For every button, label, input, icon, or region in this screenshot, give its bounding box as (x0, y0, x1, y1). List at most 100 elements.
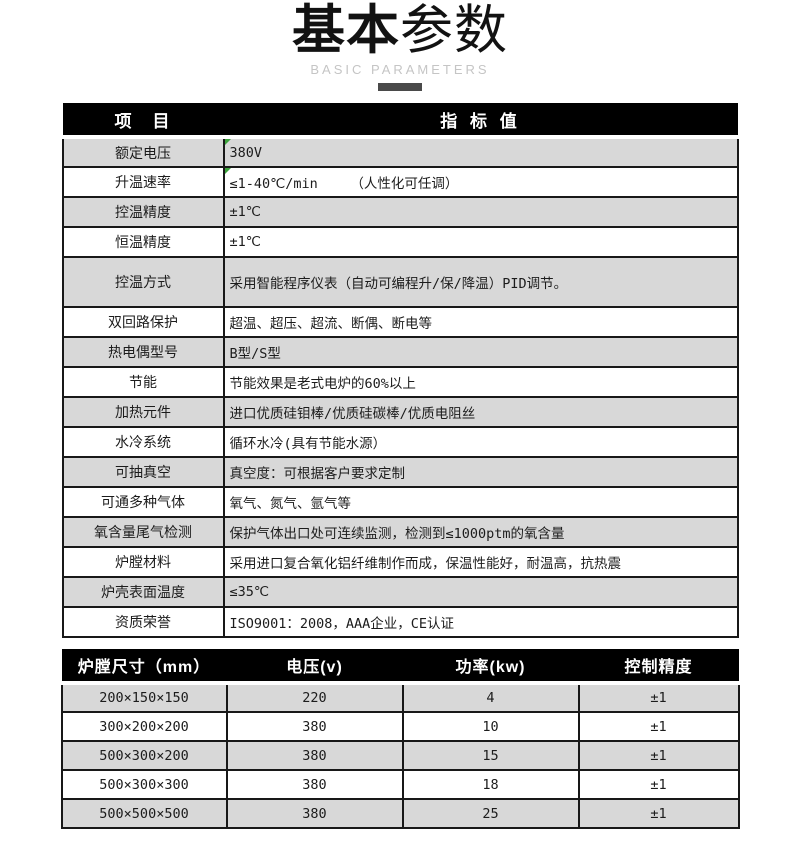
spec-value-cell: 采用智能程序仪表（自动可编程升/保/降温）PID调节。 (222, 256, 739, 308)
spec-label: 额定电压 (61, 136, 225, 168)
size-power: 18 (401, 769, 580, 800)
table-row: 500×300×300 380 18 ±1 (60, 769, 740, 800)
spec-table: 项 目 指 标 值 额定电压 380V 升温速率 ≤1-40℃/min （人性化… (61, 103, 739, 638)
size-dimensions: 500×500×500 (60, 798, 228, 829)
spec-label: 资质荣誉 (61, 606, 225, 638)
spec-col-value-header: 指 标 值 (223, 103, 738, 139)
spec-label: 可抽真空 (61, 456, 225, 488)
spec-label: 水冷系统 (61, 426, 225, 458)
spec-value-cell: ±1℃ (222, 196, 739, 228)
spec-value-cell: 380V (222, 136, 739, 168)
table-row: 可通多种气体 氧气、氮气、氩气等 (61, 486, 739, 518)
spec-value-cell: 氧气、氮气、氩气等 (222, 486, 739, 518)
spec-value: 节能效果是老式电炉的60%以上 (229, 376, 416, 392)
size-header-row: 炉膛尺寸（mm） 电压(v) 功率(kw) 控制精度 (61, 649, 739, 685)
table-row: 500×300×200 380 15 ±1 (60, 740, 740, 771)
spec-label: 可通多种气体 (61, 486, 225, 518)
spec-value: 保护气体出口处可连续监测，检测到≤1000ptm的氧含量 (229, 526, 565, 542)
size-voltage: 380 (225, 740, 404, 771)
table-row: 300×200×200 380 10 ±1 (60, 711, 740, 742)
size-col-voltage-header: 电压(v) (226, 649, 403, 685)
size-voltage: 380 (225, 769, 404, 800)
spec-value: 循环水冷(具有节能水源） (229, 436, 387, 452)
size-voltage: 220 (225, 682, 404, 713)
spec-value: ±1℃ (229, 234, 261, 250)
size-table: 炉膛尺寸（mm） 电压(v) 功率(kw) 控制精度 200×150×150 2… (60, 649, 740, 829)
size-precision: ±1 (577, 740, 740, 771)
spec-value-cell: 超温、超压、超流、断偶、断电等 (222, 306, 739, 338)
spec-value-cell: 进口优质硅钼棒/优质硅碳棒/优质电阻丝 (222, 396, 739, 428)
spec-value-cell: 循环水冷(具有节能水源） (222, 426, 739, 458)
page-subtitle: BASIC PARAMETERS (310, 62, 490, 77)
table-row: 200×150×150 220 4 ±1 (60, 682, 740, 713)
spec-value-cell: ISO9001：2008，AAA企业，CE认证 (222, 606, 739, 638)
table-row: 升温速率 ≤1-40℃/min （人性化可任调） (61, 166, 739, 198)
spec-value: 真空度：可根据客户要求定制 (229, 466, 406, 482)
size-precision: ±1 (577, 711, 740, 742)
page-header: 基本参数 BASIC PARAMETERS (0, 0, 800, 91)
spec-col-item-header: 项 目 (62, 103, 224, 139)
spec-table-header: 项 目 指 标 值 (62, 103, 738, 139)
table-row: 双回路保护 超温、超压、超流、断偶、断电等 (61, 306, 739, 338)
table-row: 炉膛材料 采用进口复合氧化铝纤维制作而成，保温性能好，耐温高，抗热震 (61, 546, 739, 578)
spec-value-cell: 节能效果是老式电炉的60%以上 (222, 366, 739, 398)
spec-label: 恒温精度 (61, 226, 225, 258)
size-power: 4 (401, 682, 580, 713)
table-row: 水冷系统 循环水冷(具有节能水源） (61, 426, 739, 458)
size-dimensions: 500×300×200 (60, 740, 228, 771)
spec-label: 节能 (61, 366, 225, 398)
spec-value: 采用智能程序仪表（自动可编程升/保/降温）PID调节。 (229, 276, 568, 292)
spec-label: 控温方式 (61, 256, 225, 308)
spec-label: 控温精度 (61, 196, 225, 228)
size-table-header: 炉膛尺寸（mm） 电压(v) 功率(kw) 控制精度 (61, 649, 739, 685)
spec-value: B型/S型 (229, 346, 281, 362)
table-row: 控温精度 ±1℃ (61, 196, 739, 228)
spec-value: ≤1-40℃/min （人性化可任调） (229, 176, 459, 192)
size-col-precision-header: 控制精度 (578, 649, 739, 685)
spec-label: 炉膛材料 (61, 546, 225, 578)
table-row: 恒温精度 ±1℃ (61, 226, 739, 258)
spec-value: ≤35℃ (229, 584, 270, 600)
size-precision: ±1 (577, 682, 740, 713)
spec-value-cell: ≤35℃ (222, 576, 739, 608)
table-row: 加热元件 进口优质硅钼棒/优质硅碳棒/优质电阻丝 (61, 396, 739, 428)
table-row: 额定电压 380V (61, 136, 739, 168)
spec-value: 380V (229, 144, 263, 161)
cell-comment-marker (224, 168, 231, 174)
table-row: 资质荣誉 ISO9001：2008，AAA企业，CE认证 (61, 606, 739, 638)
spec-table-body: 额定电压 380V 升温速率 ≤1-40℃/min （人性化可任调） 控温精度 … (61, 136, 739, 638)
table-row: 节能 节能效果是老式电炉的60%以上 (61, 366, 739, 398)
spec-value-cell: 真空度：可根据客户要求定制 (222, 456, 739, 488)
size-power: 25 (401, 798, 580, 829)
title-underline-bar (378, 83, 422, 91)
spec-value: 超温、超压、超流、断偶、断电等 (229, 316, 433, 332)
spec-header-row: 项 目 指 标 值 (62, 103, 738, 139)
table-row: 热电偶型号 B型/S型 (61, 336, 739, 368)
spec-label: 氧含量尾气检测 (61, 516, 225, 548)
spec-value-cell: 采用进口复合氧化铝纤维制作而成，保温性能好，耐温高，抗热震 (222, 546, 739, 578)
size-power: 10 (401, 711, 580, 742)
size-voltage: 380 (225, 711, 404, 742)
spec-value-cell: ≤1-40℃/min （人性化可任调） (222, 166, 739, 198)
page-title-bold-part: 基本 (292, 1, 400, 60)
size-col-power-header: 功率(kw) (402, 649, 579, 685)
spec-value-cell: B型/S型 (222, 336, 739, 368)
cell-comment-marker (224, 139, 231, 145)
page-title-light-part: 参数 (400, 1, 508, 60)
size-col-dimensions-header: 炉膛尺寸（mm） (61, 649, 227, 685)
spec-label: 升温速率 (61, 166, 225, 198)
table-row: 500×500×500 380 25 ±1 (60, 798, 740, 829)
size-voltage: 380 (225, 798, 404, 829)
table-row: 控温方式 采用智能程序仪表（自动可编程升/保/降温）PID调节。 (61, 256, 739, 308)
spec-value-cell: ±1℃ (222, 226, 739, 258)
size-dimensions: 500×300×300 (60, 769, 228, 800)
spec-value: ±1℃ (229, 204, 261, 220)
spec-value: 进口优质硅钼棒/优质硅碳棒/优质电阻丝 (229, 406, 476, 422)
spec-label: 双回路保护 (61, 306, 225, 338)
table-row: 氧含量尾气检测 保护气体出口处可连续监测，检测到≤1000ptm的氧含量 (61, 516, 739, 548)
size-table-body: 200×150×150 220 4 ±1 300×200×200 380 10 … (60, 682, 740, 829)
table-row: 可抽真空 真空度：可根据客户要求定制 (61, 456, 739, 488)
size-dimensions: 200×150×150 (60, 682, 228, 713)
spec-label: 热电偶型号 (61, 336, 225, 368)
